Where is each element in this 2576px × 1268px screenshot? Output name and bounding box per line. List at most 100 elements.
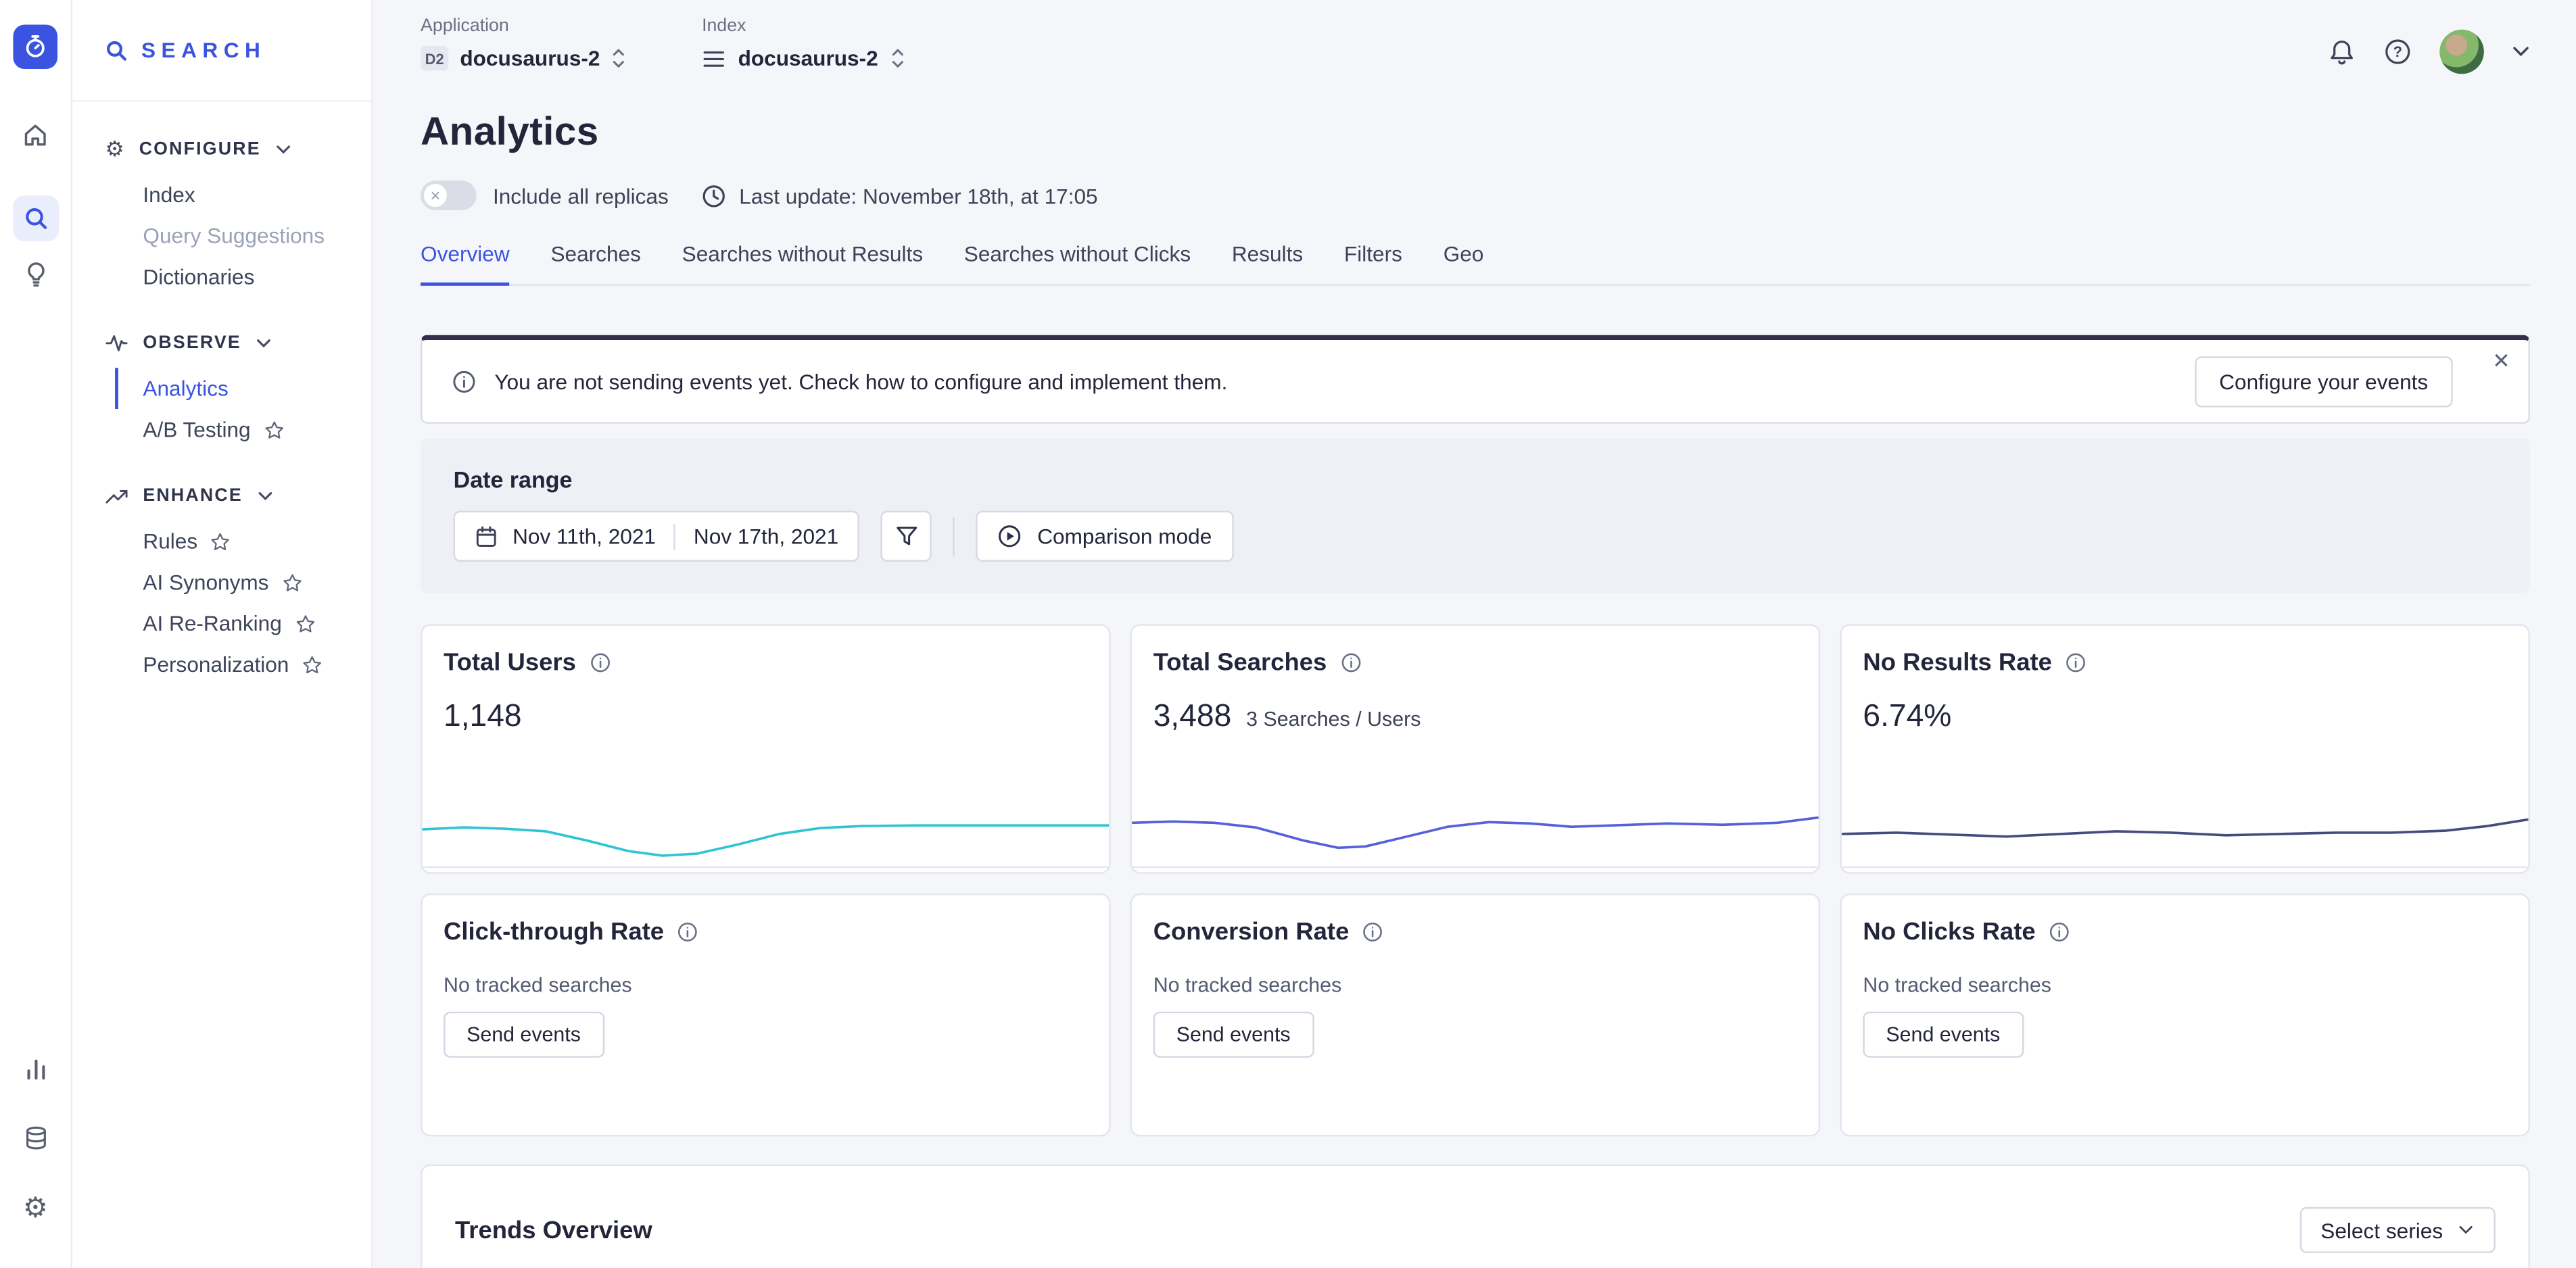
nav-section-configure: ⚙ CONFIGURE Index Query Suggestions Dict… <box>105 138 355 297</box>
chevron-down-icon <box>276 144 291 154</box>
enhance-section-header[interactable]: ENHANCE <box>105 486 355 506</box>
sort-carets-icon <box>890 47 905 69</box>
info-icon[interactable] <box>2065 652 2086 674</box>
sidebar-item-label: Dictionaries <box>143 264 254 289</box>
tab-searches[interactable]: Searches <box>550 241 640 284</box>
star-icon[interactable] <box>264 420 283 439</box>
chevron-down-icon <box>256 339 271 349</box>
search-product-logo[interactable]: SEARCH <box>72 0 371 102</box>
stat-value: 3,488 <box>1153 700 1232 735</box>
home-nav-button[interactable] <box>12 112 58 157</box>
topbar: Application D2 docusaurus-2 Index docusa… <box>421 0 2530 74</box>
section-title: OBSERVE <box>143 333 241 353</box>
event-status: No tracked searches <box>1153 974 1797 997</box>
help-button[interactable]: ? <box>2384 38 2412 66</box>
total-users-sparkline <box>422 796 1109 872</box>
trending-up-icon <box>105 486 128 506</box>
tab-overview[interactable]: Overview <box>421 241 510 286</box>
info-icon[interactable] <box>2049 921 2070 943</box>
question-circle-icon: ? <box>2384 38 2412 66</box>
sidebar-item-label: Rules <box>143 529 197 553</box>
lightbulb-icon <box>22 261 49 287</box>
app-window: ⚙ SEARCH ⚙ CONFIGURE Index <box>0 0 2576 1268</box>
notifications-button[interactable] <box>2328 37 2356 67</box>
topbar-actions: ? <box>2328 16 2530 74</box>
calendar-icon <box>475 525 498 547</box>
sidebar-item-ab-testing[interactable]: A/B Testing <box>115 409 355 450</box>
application-selector[interactable]: D2 docusaurus-2 <box>421 46 626 70</box>
bar-chart-icon <box>22 1056 49 1082</box>
info-icon[interactable] <box>1340 652 1362 674</box>
star-icon[interactable] <box>302 654 322 674</box>
total-searches-sparkline <box>1132 796 1819 872</box>
sidebar: SEARCH ⚙ CONFIGURE Index Query Suggestio… <box>72 0 373 1268</box>
observe-section-header[interactable]: OBSERVE <box>105 333 355 353</box>
info-icon[interactable] <box>1362 921 1384 943</box>
star-icon[interactable] <box>282 572 302 592</box>
sidebar-item-index[interactable]: Index <box>115 174 355 216</box>
configure-events-button[interactable]: Configure your events <box>2195 356 2453 406</box>
settings-nav-button[interactable]: ⚙ <box>12 1184 58 1230</box>
sidebar-item-ai-synonyms[interactable]: AI Synonyms <box>115 562 355 603</box>
configure-section-header[interactable]: ⚙ CONFIGURE <box>105 138 355 160</box>
include-replicas-label: Include all replicas <box>493 183 669 208</box>
sidebar-item-label: AI Re-Ranking <box>143 611 281 635</box>
star-icon[interactable] <box>211 531 231 551</box>
stats-row: Total Users 1,148 Total Searches <box>421 624 2530 873</box>
section-title: ENHANCE <box>143 486 242 506</box>
account-menu-button[interactable] <box>2512 46 2530 57</box>
event-status: No tracked searches <box>444 974 1087 997</box>
application-label: Application <box>421 16 626 36</box>
date-range-picker[interactable]: Nov 11th, 2021 Nov 17th, 2021 <box>454 511 860 562</box>
sidebar-item-label: AI Synonyms <box>143 570 268 594</box>
sidebar-item-ai-re-ranking[interactable]: AI Re-Ranking <box>115 603 355 644</box>
select-series-dropdown[interactable]: Select series <box>2299 1207 2496 1253</box>
gear-icon: ⚙ <box>105 138 124 160</box>
info-icon[interactable] <box>677 921 699 943</box>
sidebar-item-dictionaries[interactable]: Dictionaries <box>115 256 355 297</box>
application-value: docusaurus-2 <box>460 46 600 70</box>
app-logo-button[interactable] <box>13 24 57 69</box>
comparison-mode-button[interactable]: Comparison mode <box>976 511 1233 562</box>
divider <box>953 516 955 556</box>
send-events-button[interactable]: Send events <box>1153 1012 1314 1058</box>
sidebar-item-query-suggestions[interactable]: Query Suggestions <box>115 215 355 256</box>
date-start: Nov 11th, 2021 <box>512 524 656 548</box>
page-title: Analytics <box>421 110 2530 156</box>
sidebar-item-rules[interactable]: Rules <box>115 520 355 562</box>
star-icon[interactable] <box>295 614 314 633</box>
search-logo-icon <box>105 39 128 62</box>
date-end: Nov 17th, 2021 <box>694 524 838 548</box>
search-nav-button[interactable] <box>12 195 58 241</box>
monitoring-nav-button[interactable] <box>12 1046 58 1092</box>
event-status: No tracked searches <box>1863 974 2506 997</box>
rail-bottom-group: ⚙ <box>12 1046 58 1230</box>
chevron-down-icon <box>2512 46 2530 57</box>
send-events-button[interactable]: Send events <box>444 1012 604 1058</box>
trends-overview-card: Trends Overview Select series <box>421 1165 2530 1268</box>
info-icon[interactable] <box>589 652 611 674</box>
close-icon[interactable]: ✕ <box>2492 350 2510 372</box>
sidebar-item-analytics[interactable]: Analytics <box>115 368 355 409</box>
sidebar-item-personalization[interactable]: Personalization <box>115 643 355 685</box>
suggestions-nav-button[interactable] <box>12 251 58 297</box>
index-label: Index <box>702 16 904 36</box>
data-nav-button[interactable] <box>12 1115 58 1161</box>
banner-message: You are not sending events yet. Check ho… <box>494 368 1227 393</box>
tab-results[interactable]: Results <box>1232 241 1303 284</box>
send-events-button[interactable]: Send events <box>1863 1012 2023 1058</box>
filter-button[interactable] <box>881 511 932 562</box>
tab-searches-without-results[interactable]: Searches without Results <box>682 241 923 284</box>
info-icon <box>452 368 476 393</box>
tab-searches-without-clicks[interactable]: Searches without Clicks <box>964 241 1191 284</box>
tab-geo[interactable]: Geo <box>1444 241 1484 284</box>
stat-value: 1,148 <box>444 700 522 735</box>
tab-filters[interactable]: Filters <box>1344 241 1402 284</box>
comparison-mode-label: Comparison mode <box>1037 524 1212 548</box>
index-selector[interactable]: docusaurus-2 <box>702 46 904 70</box>
avatar[interactable] <box>2439 30 2484 74</box>
conversion-rate-card: Conversion Rate No tracked searches Send… <box>1130 894 1821 1137</box>
date-range-panel: Date range Nov 11th, 2021 Nov 17th, 2021 <box>421 439 2530 593</box>
include-replicas-toggle[interactable]: ✕ <box>421 180 477 210</box>
chevron-down-icon <box>2458 1225 2474 1236</box>
